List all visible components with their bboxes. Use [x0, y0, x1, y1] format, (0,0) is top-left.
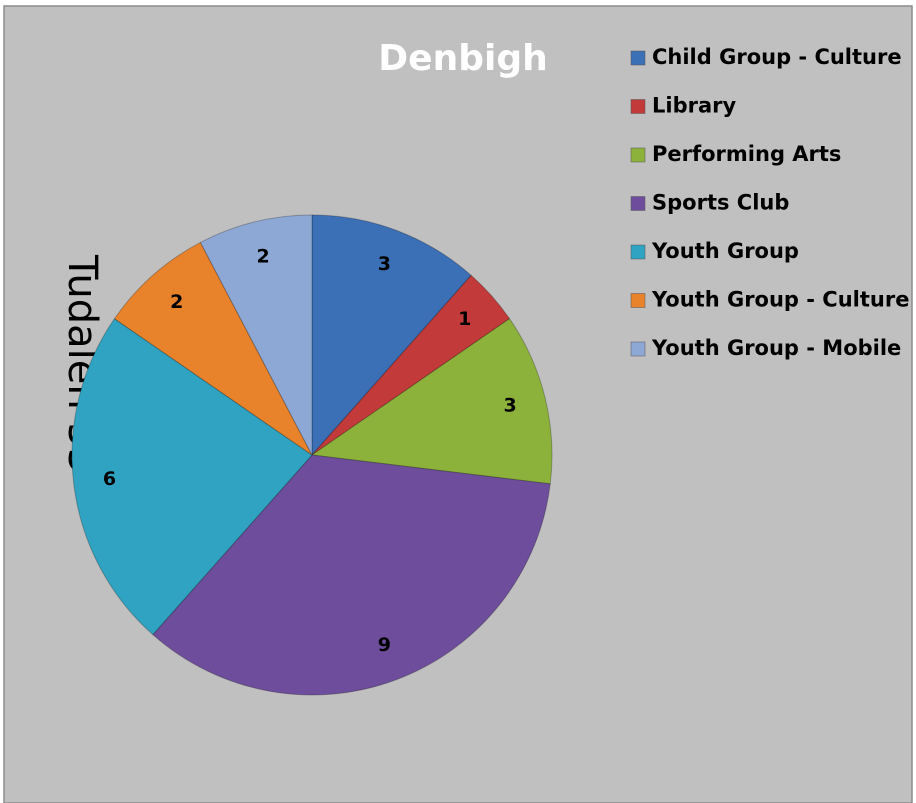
chart-title: Denbigh	[378, 38, 547, 79]
pie-slice	[311, 274, 511, 456]
legend-swatch	[630, 293, 646, 308]
pie-slice	[199, 214, 313, 456]
pie-slice	[311, 214, 472, 457]
legend-label: Child Group - Culture	[652, 45, 902, 69]
pie-slice	[310, 317, 553, 485]
legend-swatch	[630, 341, 646, 357]
pie-slice	[71, 317, 313, 636]
data-label: 2	[170, 291, 183, 313]
data-label: 3	[378, 253, 391, 275]
legend-label: Youth Group	[651, 239, 799, 263]
legend-label: Sports Club	[652, 191, 789, 215]
data-label: 3	[503, 395, 516, 417]
pie-slice	[113, 241, 313, 456]
data-label: 9	[378, 634, 391, 656]
legend-label: Library	[652, 94, 736, 118]
data-label: 6	[103, 468, 116, 490]
legend-label: Youth Group - Culture	[651, 288, 909, 312]
legend-label: Youth Group - Mobile	[651, 336, 901, 360]
data-label: 2	[257, 245, 270, 267]
legend-swatch	[630, 99, 646, 114]
legend-label: Performing Arts	[652, 142, 841, 166]
pie-slice	[152, 454, 551, 696]
legend-swatch	[630, 196, 646, 211]
legend-swatch	[630, 50, 646, 66]
legend-swatch	[630, 244, 646, 260]
data-label: 1	[458, 308, 471, 330]
legend-swatch	[630, 147, 646, 163]
